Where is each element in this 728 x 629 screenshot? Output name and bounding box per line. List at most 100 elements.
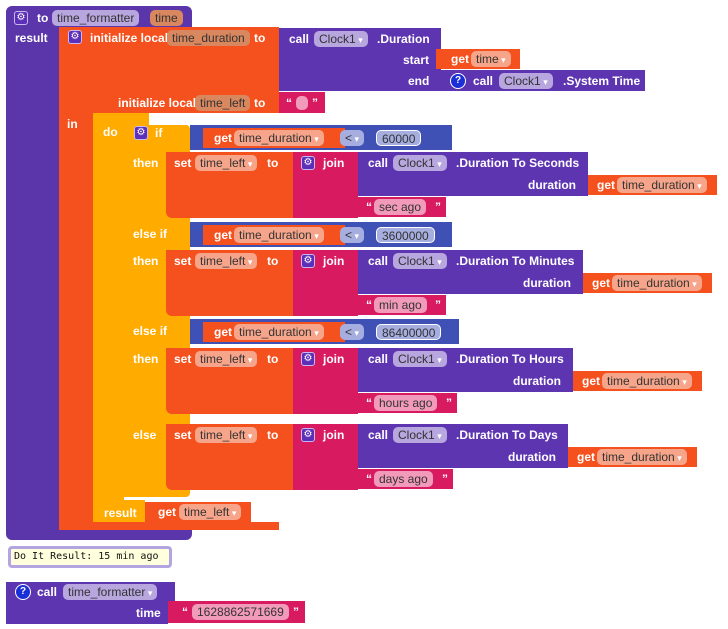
- get-label: get: [214, 228, 232, 242]
- mutator-gear-icon[interactable]: ⚙: [301, 254, 315, 268]
- else-if-label: else if: [133, 324, 168, 338]
- operator-dropdown[interactable]: <: [340, 324, 365, 340]
- join-label: join: [323, 428, 345, 442]
- start-label: start: [403, 53, 430, 67]
- get-var-dropdown[interactable]: time_duration: [234, 324, 324, 340]
- procedure-result-label: result: [15, 31, 48, 45]
- else-label: else: [133, 428, 157, 442]
- set-label: set: [174, 156, 192, 170]
- to-label: to: [267, 156, 279, 170]
- duration-label: duration: [528, 178, 576, 192]
- get-label: get: [451, 52, 469, 66]
- mutator-gear-icon[interactable]: ⚙: [134, 126, 148, 140]
- duration-label: duration: [523, 276, 571, 290]
- call-label: call: [368, 254, 389, 268]
- else-if-label: else if: [133, 227, 168, 241]
- get-label: get: [597, 178, 615, 192]
- local-var-name-field[interactable]: time_duration: [167, 30, 250, 46]
- in-label: in: [67, 117, 78, 131]
- quote-open: “: [366, 298, 372, 312]
- then-label: then: [133, 156, 159, 170]
- get-var-dropdown[interactable]: time_left: [179, 504, 242, 520]
- set-label: set: [174, 428, 192, 442]
- component-dropdown[interactable]: Clock1: [314, 31, 368, 47]
- quote-open: “: [286, 96, 292, 110]
- mutator-gear-icon[interactable]: ⚙: [301, 428, 315, 442]
- text-value-field[interactable]: min ago: [374, 297, 427, 313]
- initialize-local-body: [59, 113, 93, 530]
- mutator-gear-icon[interactable]: ⚙: [301, 352, 315, 366]
- number-field[interactable]: 3600000: [376, 227, 435, 243]
- method-label: .System Time: [563, 74, 641, 88]
- get-label: get: [577, 450, 595, 464]
- call-label: call: [473, 74, 494, 88]
- to-label: to: [254, 31, 266, 45]
- set-var-dropdown[interactable]: time_left: [195, 351, 258, 367]
- do-result-top: [93, 113, 149, 125]
- method-label: .Duration To Seconds: [456, 156, 580, 170]
- get-var-dropdown[interactable]: time: [471, 51, 511, 67]
- get-label: get: [214, 131, 232, 145]
- to-label: to: [254, 96, 266, 110]
- then-label: then: [133, 254, 159, 268]
- get-var-dropdown[interactable]: time_duration: [597, 449, 687, 465]
- mutator-gear-icon[interactable]: ⚙: [301, 156, 315, 170]
- mutator-gear-icon[interactable]: ⚙: [68, 30, 82, 44]
- procedure-param[interactable]: time: [150, 10, 183, 26]
- component-dropdown[interactable]: Clock1: [393, 253, 447, 269]
- component-dropdown[interactable]: Clock1: [393, 155, 447, 171]
- help-icon: ?: [450, 73, 466, 89]
- init-local-label: initialize local: [118, 96, 197, 110]
- initialize-local-bottom: [59, 522, 279, 530]
- join-label: join: [323, 352, 345, 366]
- help-icon: ?: [15, 584, 31, 600]
- method-label: .Duration: [377, 32, 430, 46]
- to-label: to: [267, 428, 279, 442]
- text-value-field[interactable]: [296, 96, 308, 110]
- call-label: call: [289, 32, 310, 46]
- then-label: then: [133, 352, 159, 366]
- set-label: set: [174, 254, 192, 268]
- procedure-dropdown[interactable]: time_formatter: [63, 584, 158, 600]
- set-var-dropdown[interactable]: time_left: [195, 253, 258, 269]
- param-label: time: [136, 606, 161, 620]
- text-value-field[interactable]: days ago: [374, 471, 433, 487]
- get-var-dropdown[interactable]: time_duration: [617, 177, 707, 193]
- join-label: join: [323, 156, 345, 170]
- get-label: get: [214, 325, 232, 339]
- call-label: call: [368, 428, 389, 442]
- get-var-dropdown[interactable]: time_duration: [612, 275, 702, 291]
- local-var-name-field[interactable]: time_left: [195, 95, 251, 111]
- text-value-field[interactable]: 1628862571669: [192, 604, 289, 620]
- set-var-dropdown[interactable]: time_left: [195, 155, 258, 171]
- do-label: do: [103, 125, 118, 139]
- call-procedure-body: [6, 600, 168, 624]
- number-field[interactable]: 60000: [376, 130, 422, 146]
- get-var-dropdown[interactable]: time_duration: [234, 130, 324, 146]
- get-var-dropdown[interactable]: time_duration: [602, 373, 692, 389]
- quote-close: ”: [435, 298, 441, 312]
- operator-dropdown[interactable]: <: [340, 130, 365, 146]
- get-var-dropdown[interactable]: time_duration: [234, 227, 324, 243]
- set-var-dropdown[interactable]: time_left: [195, 427, 258, 443]
- text-value-field[interactable]: sec ago: [374, 199, 427, 215]
- get-label: get: [582, 374, 600, 388]
- join-label: join: [323, 254, 345, 268]
- component-dropdown[interactable]: Clock1: [499, 73, 553, 89]
- quote-open: “: [366, 200, 372, 214]
- duration-label: duration: [513, 374, 561, 388]
- mutator-gear-icon[interactable]: ⚙: [14, 11, 28, 25]
- component-dropdown[interactable]: Clock1: [393, 427, 447, 443]
- call-label: call: [37, 585, 58, 599]
- procedure-name-field[interactable]: time_formatter: [52, 10, 140, 26]
- call-label: call: [368, 352, 389, 366]
- component-dropdown[interactable]: Clock1: [393, 351, 447, 367]
- if-else-spine: [124, 125, 166, 497]
- do-result-block[interactable]: [93, 113, 124, 522]
- operator-dropdown[interactable]: <: [340, 227, 365, 243]
- procedure-keyword: to: [37, 11, 49, 25]
- set-label: set: [174, 352, 192, 366]
- text-value-field[interactable]: hours ago: [374, 395, 438, 411]
- quote-close: ”: [312, 96, 318, 110]
- number-field[interactable]: 86400000: [376, 324, 442, 340]
